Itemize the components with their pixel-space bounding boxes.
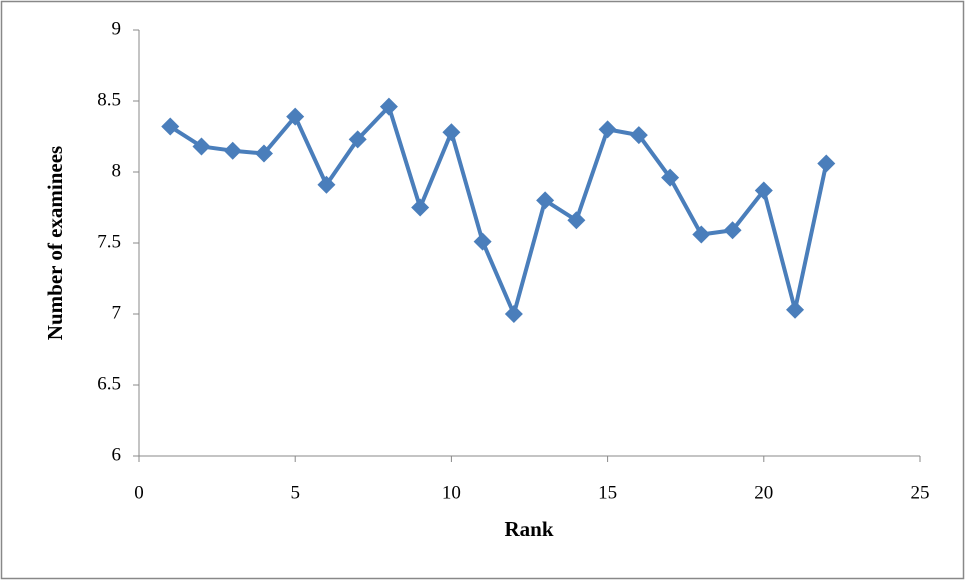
point-marker	[473, 232, 492, 251]
y-axis-title: Number of examinees	[43, 146, 67, 340]
x-tick-label: 25	[911, 482, 930, 503]
point-marker	[192, 137, 211, 156]
y-tick-label: 9	[112, 18, 122, 39]
point-marker	[629, 126, 648, 145]
point-marker	[723, 221, 742, 240]
x-tick-label: 5	[290, 482, 300, 503]
point-marker	[348, 130, 367, 149]
x-tick-label: 20	[754, 482, 773, 503]
point-marker	[754, 181, 773, 200]
point-marker	[786, 300, 805, 319]
x-tick-label: 15	[598, 482, 617, 503]
point-marker	[442, 123, 461, 142]
point-marker	[411, 198, 430, 217]
y-tick-label: 8.5	[97, 89, 121, 110]
point-marker	[286, 107, 305, 126]
y-tick-label: 8	[112, 160, 122, 181]
point-marker	[161, 117, 180, 136]
point-marker	[223, 141, 242, 160]
point-marker	[817, 154, 836, 173]
point-marker	[567, 211, 586, 230]
x-tick-label: 0	[134, 482, 144, 503]
x-axis-title: Rank	[504, 517, 553, 541]
point-marker	[317, 175, 336, 194]
y-tick-label: 6.5	[97, 373, 121, 394]
y-tick-label: 7.5	[97, 231, 121, 252]
point-marker	[598, 120, 617, 139]
point-marker	[661, 168, 680, 187]
point-marker	[379, 97, 398, 116]
point-marker	[254, 144, 273, 163]
y-tick-label: 7	[112, 302, 122, 323]
y-tick-label: 6	[112, 444, 122, 465]
series-line	[169, 104, 829, 316]
point-marker	[504, 305, 523, 323]
point-marker	[536, 191, 555, 210]
point-marker	[692, 225, 711, 244]
x-tick-label: 10	[442, 482, 461, 503]
